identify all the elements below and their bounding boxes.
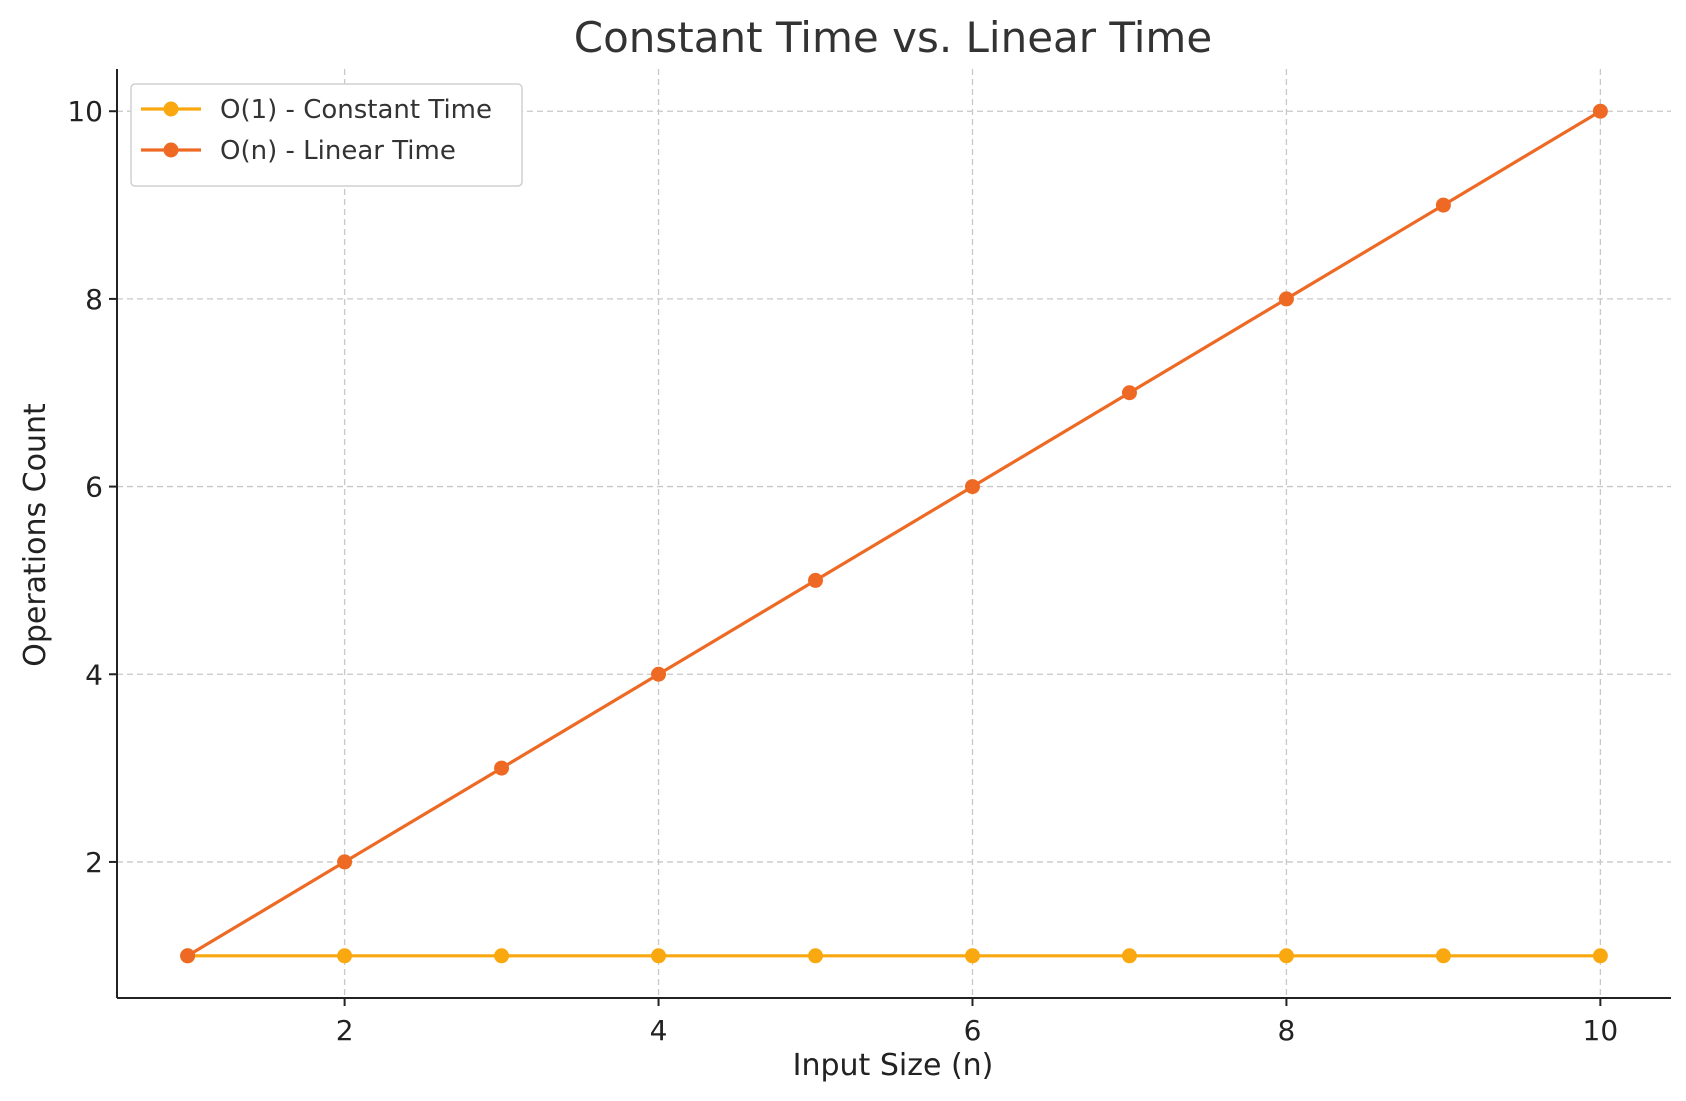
x-tick-label: 2 [336,1014,354,1047]
data-point [1121,385,1137,401]
y-tick-label: 2 [85,846,103,879]
chart-title: Constant Time vs. Linear Time [574,13,1212,62]
legend: O(1) - Constant Time O(n) - Linear Time [130,83,523,187]
data-point [1435,948,1451,964]
data-point [808,948,824,964]
data-point [1278,948,1294,964]
y-tick-label: 6 [85,471,103,504]
y-tick-label: 10 [67,95,103,128]
legend-item: O(1) - Constant Time [141,95,492,125]
series-1 [180,948,1608,964]
data-point [1435,197,1451,213]
x-tick-label: 6 [964,1014,982,1047]
data-point [1592,948,1608,964]
data-point [964,948,980,964]
axes: 2 4 6 8 10 2 4 6 8 10 [67,69,1671,1047]
data-point [651,666,667,682]
data-point [337,948,353,964]
y-tick-label: 8 [85,283,103,316]
series-2 [180,103,1608,964]
data-point [808,572,824,588]
data-point [494,760,510,776]
data-point [180,948,196,964]
legend-label: O(n) - Linear Time [220,136,456,166]
data-point [1121,948,1137,964]
x-tick-label: 4 [650,1014,668,1047]
data-point [964,479,980,495]
x-tick-label: 10 [1583,1014,1619,1047]
data-point [651,948,667,964]
grid [117,69,1671,998]
x-axis-label: Input Size (n) [793,1048,994,1083]
legend-label: O(1) - Constant Time [220,95,492,125]
legend-box [130,83,523,187]
y-axis-label: Operations Count [18,403,53,667]
series [180,103,1608,964]
y-tick-label: 4 [85,658,103,691]
legend-swatch-marker [163,101,179,117]
data-point [337,854,353,870]
data-point [494,948,510,964]
legend-item: O(n) - Linear Time [141,136,456,166]
data-point [1592,103,1608,119]
series-line [186,109,1602,958]
data-point [1278,291,1294,307]
x-tick-label: 8 [1278,1014,1296,1047]
legend-swatch-marker [163,142,179,158]
